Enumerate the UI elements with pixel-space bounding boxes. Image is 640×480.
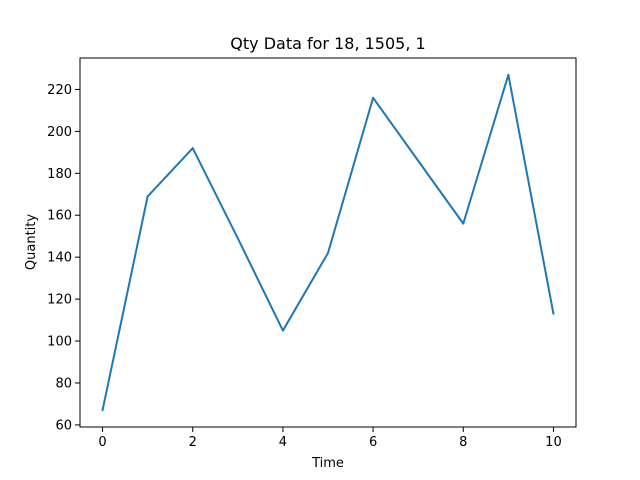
data-point (327, 251, 329, 254)
x-tick-label: 2 (189, 435, 197, 450)
data-point (191, 147, 194, 150)
y-tick-label: 120 (47, 293, 72, 308)
series-layer (101, 73, 555, 412)
x-axis: 0 2 4 6 8 10 (98, 427, 562, 450)
plot-frame (79, 57, 577, 428)
y-axis: 60 80 100 120 140 160 180 200 220 (47, 83, 80, 433)
data-point (417, 159, 420, 162)
y-tick-label: 140 (47, 251, 72, 266)
x-tick-label: 0 (98, 435, 106, 450)
y-tick-label: 180 (47, 167, 72, 182)
plot-area (80, 58, 576, 427)
y-tick-label: 160 (47, 209, 72, 224)
y-tick-label: 220 (47, 83, 72, 98)
data-point (552, 312, 555, 315)
data-point (507, 73, 510, 76)
x-tick-label: 8 (459, 435, 467, 450)
chart-title: Qty Data for 18, 1505, 1 (230, 34, 425, 53)
data-point (462, 222, 465, 225)
y-tick-label: 100 (47, 335, 72, 350)
x-axis-label: Time (311, 456, 344, 471)
x-tick-label: 6 (369, 435, 377, 450)
data-point (281, 329, 284, 332)
y-tick-label: 80 (55, 376, 72, 391)
y-tick-label: 200 (47, 125, 72, 140)
data-point (372, 96, 375, 99)
y-tick-label: 60 (55, 418, 72, 433)
data-point (236, 237, 239, 240)
data-point (146, 195, 149, 198)
y-axis-label: Quantity (24, 214, 39, 270)
data-point (101, 409, 104, 412)
x-tick-label: 10 (545, 435, 562, 450)
x-tick-label: 4 (279, 435, 287, 450)
